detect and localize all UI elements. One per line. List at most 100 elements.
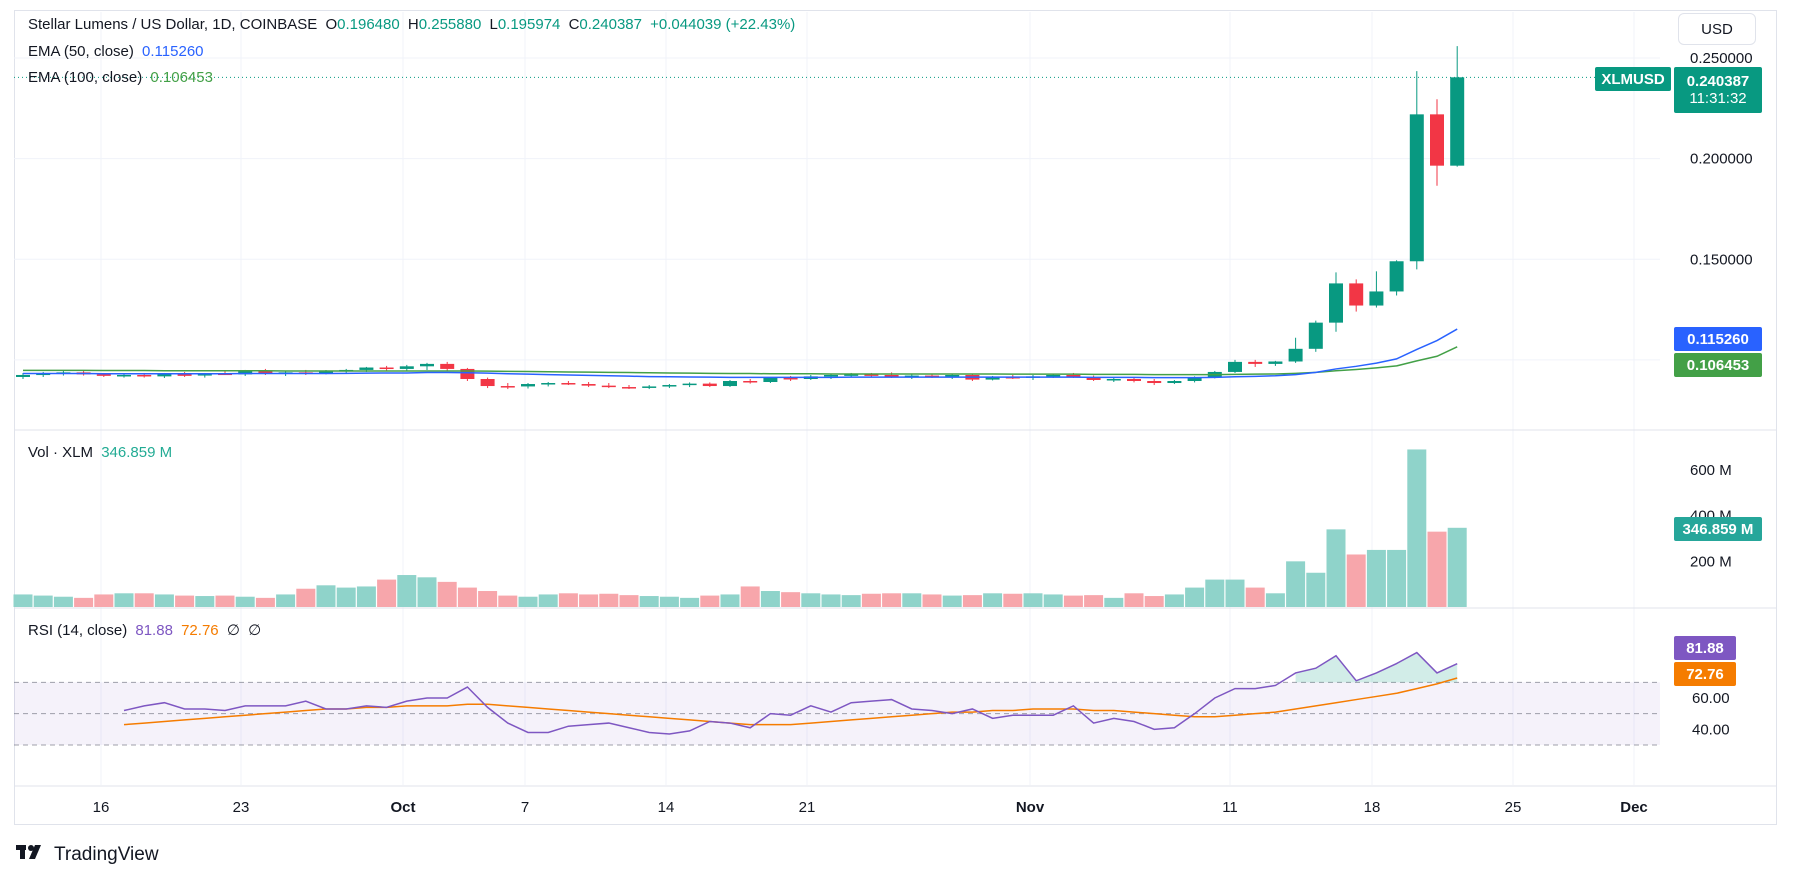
candle-body <box>581 384 596 386</box>
candle-body <box>642 386 657 388</box>
volume-bar <box>498 595 518 607</box>
ema50-price-tag: 0.115260 <box>1674 327 1762 351</box>
close-label: C <box>568 16 580 33</box>
rsi-legend[interactable]: RSI (14, close) 81.88 72.76 ∅ ∅ <box>28 622 265 640</box>
candle-body <box>1228 361 1242 372</box>
candle-body <box>884 374 899 377</box>
volume-bar <box>1407 449 1427 607</box>
volume-bar <box>94 594 114 607</box>
volume-bar <box>680 597 700 607</box>
volume-bar <box>599 593 619 607</box>
candle-body <box>1409 114 1424 262</box>
volume-bar <box>1205 579 1225 607</box>
candle-body <box>601 385 616 388</box>
volume-bar <box>53 596 73 607</box>
volume-bar <box>235 596 255 607</box>
candle-body <box>824 374 838 377</box>
volume-bar <box>781 592 801 607</box>
candle-body <box>460 368 475 379</box>
tradingview-logo-icon <box>16 843 48 867</box>
change-value: +0.044039 (+22.43%) <box>650 16 796 33</box>
volume-bar <box>882 593 902 607</box>
candle-body <box>1308 322 1323 349</box>
ema50-value: 0.115260 <box>142 43 204 60</box>
volume-bar <box>1387 549 1407 607</box>
volume-bar <box>74 597 94 607</box>
volume-bar <box>175 595 195 607</box>
price-axis-tick: 0.250000 <box>1690 50 1753 67</box>
volume-bar <box>538 594 558 607</box>
volume-bar <box>1164 594 1184 607</box>
candle-body <box>743 381 758 383</box>
candle-body <box>197 373 212 376</box>
volume-label: Vol · XLM <box>28 444 94 461</box>
volume-bar <box>457 587 477 607</box>
rsi-line <box>123 651 1458 735</box>
time-axis-tick: 23 <box>233 799 250 816</box>
volume-bar <box>1144 596 1164 607</box>
ema50-line <box>23 328 1458 379</box>
candle-body <box>622 387 636 389</box>
volume-bar <box>33 595 53 607</box>
high-label: H <box>407 16 419 33</box>
candle-body <box>137 374 152 377</box>
ema50-legend[interactable]: EMA (50, close) 0.115260 <box>28 43 208 61</box>
time-axis-tick: 7 <box>521 799 529 816</box>
volume-bar <box>437 581 457 607</box>
volume-bar <box>417 577 437 607</box>
volume-bar <box>1306 572 1326 607</box>
volume-bar <box>1225 579 1245 607</box>
volume-legend[interactable]: Vol · XLM 346.859 M <box>28 444 176 462</box>
candle-body <box>1086 376 1101 380</box>
volume-bar <box>821 594 841 607</box>
candle-body <box>1147 381 1162 384</box>
volume-bar <box>1447 527 1467 607</box>
candle-body <box>1248 361 1263 364</box>
volume-bar <box>114 593 134 607</box>
candle-body <box>702 383 717 387</box>
open-label: O <box>325 16 338 33</box>
ema100-line <box>23 346 1458 376</box>
volume-bar <box>659 596 679 607</box>
volume-axis-tick: 600 M <box>1690 462 1732 479</box>
ema50-label: EMA (50, close) <box>28 43 134 60</box>
candle-body <box>985 376 1000 380</box>
volume-bar <box>740 586 760 607</box>
volume-bar <box>518 596 538 607</box>
candle-body <box>662 385 677 387</box>
time-axis-tick: 18 <box>1364 799 1381 816</box>
volume-bar <box>922 594 942 607</box>
volume-bar <box>1043 594 1063 607</box>
volume-bar <box>558 593 578 607</box>
candle-body <box>1127 378 1141 382</box>
last-price-tag: 0.240387 11:31:32 <box>1674 67 1762 113</box>
volume-bar <box>861 593 881 607</box>
currency-button[interactable]: USD <box>1678 13 1756 45</box>
volume-bar <box>1003 593 1023 607</box>
candle-body <box>1450 77 1465 166</box>
candle-body <box>1167 381 1182 384</box>
candle-body <box>1066 374 1081 377</box>
volume-bar <box>1346 554 1366 607</box>
candle-body <box>1349 283 1364 306</box>
candle-body <box>1288 348 1303 362</box>
ema100-legend[interactable]: EMA (100, close) 0.106453 <box>28 69 217 87</box>
candle-body <box>420 363 434 367</box>
symbol-title[interactable]: Stellar Lumens / US Dollar, 1D, COINBASE <box>28 16 318 33</box>
candle-body <box>1369 291 1384 306</box>
tradingview-logo[interactable]: TradingView <box>16 843 159 867</box>
volume-bar <box>195 596 215 607</box>
candle-body <box>1389 261 1404 292</box>
rsi-overbought-fill <box>1295 652 1458 683</box>
volume-bar <box>336 587 356 607</box>
rsi-axis-tick: 40.00 <box>1692 721 1730 738</box>
time-axis-tick: Dec <box>1620 799 1648 816</box>
volume-bar <box>1326 529 1346 607</box>
candle-body <box>1329 283 1343 323</box>
volume-bar <box>1245 587 1265 607</box>
volume-bar <box>720 594 740 607</box>
volume-bar <box>962 595 982 607</box>
volume-bar <box>1104 597 1124 607</box>
volume-bar <box>902 593 922 607</box>
